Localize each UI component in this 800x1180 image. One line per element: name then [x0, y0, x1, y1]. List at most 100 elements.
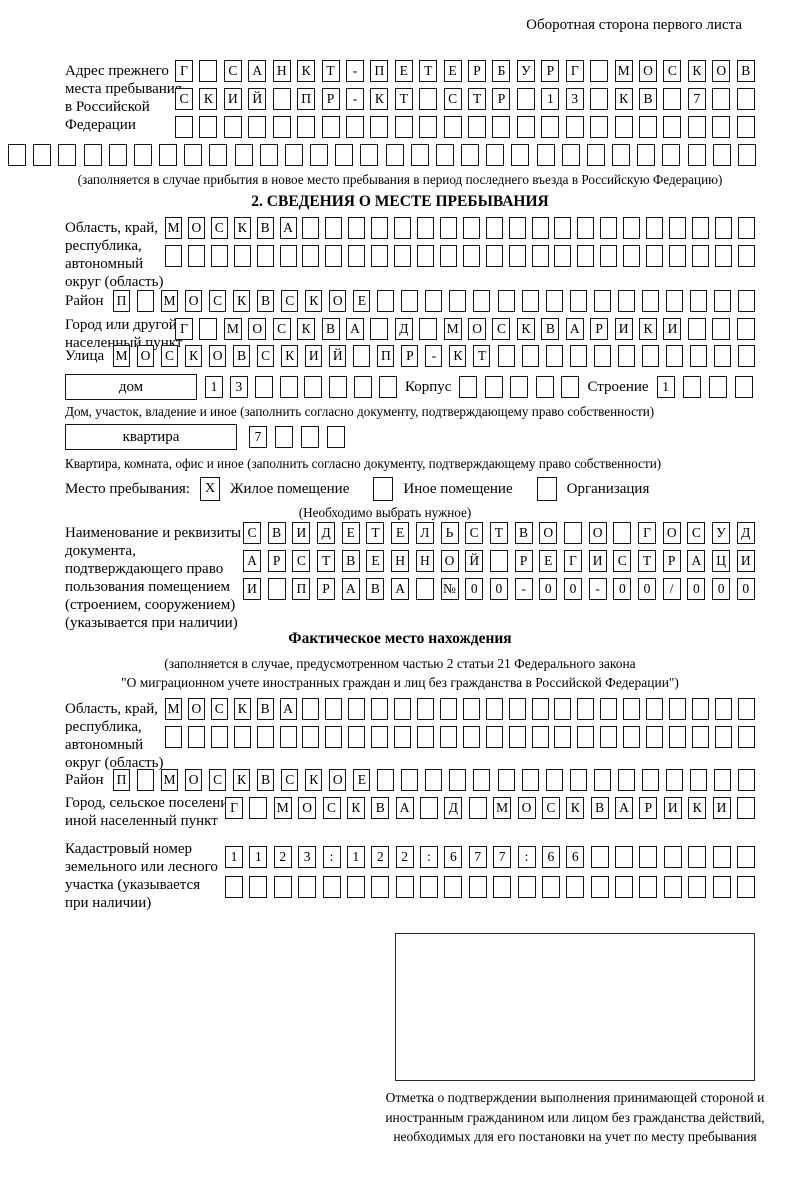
char-cell[interactable]: Н — [272, 60, 291, 82]
char-cell[interactable] — [377, 769, 395, 791]
char-cell[interactable] — [615, 846, 633, 868]
char-cell[interactable] — [273, 876, 292, 898]
char-cell[interactable] — [663, 846, 682, 868]
char-cell[interactable] — [159, 144, 178, 166]
char-cell[interactable]: С — [272, 318, 291, 340]
char-cell[interactable]: С — [465, 522, 484, 544]
char-cell[interactable] — [590, 116, 609, 138]
char-cell[interactable] — [736, 116, 755, 138]
char-cell[interactable] — [688, 876, 707, 898]
char-cell[interactable] — [665, 769, 683, 791]
char-cell[interactable] — [590, 846, 609, 868]
char-cell[interactable] — [521, 769, 539, 791]
char-cell[interactable]: 1 — [249, 846, 268, 868]
char-cell[interactable]: А — [615, 797, 633, 819]
checkbox-zhiloe[interactable]: X — [200, 477, 220, 501]
char-cell[interactable]: Н — [415, 550, 434, 572]
char-cell[interactable] — [468, 797, 487, 819]
char-cell[interactable] — [593, 769, 611, 791]
char-cell[interactable]: Р — [662, 550, 681, 572]
char-cell[interactable]: Р — [590, 318, 609, 340]
char-cell[interactable]: У — [712, 522, 731, 544]
checkbox-inoe[interactable] — [373, 477, 394, 501]
char-cell[interactable] — [639, 116, 658, 138]
char-cell[interactable]: : — [322, 846, 341, 868]
char-cell[interactable]: О — [185, 769, 203, 791]
char-cell[interactable] — [175, 116, 193, 138]
char-cell[interactable]: - — [514, 578, 533, 600]
char-cell[interactable] — [371, 726, 389, 748]
char-cell[interactable] — [394, 245, 412, 267]
char-cell[interactable]: 0 — [613, 578, 632, 600]
char-cell[interactable] — [545, 345, 563, 367]
char-cell[interactable] — [371, 217, 389, 239]
char-cell[interactable] — [377, 290, 395, 312]
char-cell[interactable]: 0 — [539, 578, 558, 600]
char-cell[interactable]: 1 — [225, 846, 243, 868]
char-cell[interactable] — [298, 876, 317, 898]
char-cell[interactable]: Р — [401, 345, 419, 367]
char-cell[interactable] — [249, 797, 268, 819]
char-cell[interactable] — [736, 88, 755, 110]
char-cell[interactable]: К — [305, 290, 323, 312]
char-cell[interactable] — [493, 876, 512, 898]
char-cell[interactable]: К — [199, 88, 218, 110]
char-cell[interactable] — [561, 376, 580, 398]
char-cell[interactable]: В — [371, 797, 390, 819]
char-cell[interactable]: А — [243, 550, 261, 572]
char-cell[interactable]: С — [210, 698, 228, 720]
char-cell[interactable]: Д — [394, 318, 413, 340]
char-cell[interactable] — [187, 726, 205, 748]
char-cell[interactable]: Е — [394, 60, 413, 82]
char-cell[interactable] — [279, 245, 297, 267]
char-cell[interactable]: О — [209, 345, 227, 367]
char-cell[interactable] — [394, 116, 413, 138]
char-cell[interactable]: Е — [353, 290, 371, 312]
char-cell[interactable]: М — [165, 698, 182, 720]
char-cell[interactable]: 2 — [371, 846, 390, 868]
char-cell[interactable]: И — [588, 550, 607, 572]
char-cell[interactable] — [508, 726, 526, 748]
char-cell[interactable] — [199, 116, 218, 138]
char-cell[interactable]: Т — [468, 88, 487, 110]
char-cell[interactable] — [234, 144, 253, 166]
char-cell[interactable] — [531, 698, 549, 720]
char-cell[interactable] — [449, 769, 467, 791]
char-cell[interactable] — [439, 726, 457, 748]
char-cell[interactable]: К — [687, 60, 706, 82]
char-cell[interactable] — [541, 876, 560, 898]
char-cell[interactable]: Е — [539, 550, 558, 572]
char-cell[interactable]: 7 — [493, 846, 512, 868]
char-cell[interactable] — [473, 769, 491, 791]
char-cell[interactable] — [485, 245, 503, 267]
char-cell[interactable] — [545, 769, 563, 791]
char-cell[interactable]: Л — [415, 522, 434, 544]
char-cell[interactable]: С — [209, 769, 227, 791]
char-cell[interactable] — [58, 144, 77, 166]
char-cell[interactable]: - — [425, 345, 443, 367]
char-cell[interactable] — [531, 217, 549, 239]
char-cell[interactable]: 0 — [563, 578, 582, 600]
char-cell[interactable]: / — [662, 578, 681, 600]
char-cell[interactable] — [108, 144, 127, 166]
char-cell[interactable] — [371, 698, 389, 720]
char-cell[interactable] — [516, 88, 535, 110]
char-cell[interactable]: В — [639, 88, 658, 110]
char-cell[interactable] — [689, 290, 707, 312]
char-cell[interactable]: М — [493, 797, 512, 819]
char-cell[interactable] — [394, 726, 412, 748]
char-cell[interactable] — [569, 345, 587, 367]
char-cell[interactable]: Й — [248, 88, 267, 110]
char-cell[interactable] — [325, 245, 343, 267]
char-cell[interactable]: О — [539, 522, 558, 544]
char-cell[interactable] — [531, 726, 549, 748]
char-cell[interactable] — [577, 245, 595, 267]
checkbox-organizaciya[interactable] — [536, 477, 557, 501]
char-cell[interactable]: Г — [175, 60, 193, 82]
char-cell[interactable]: 0 — [638, 578, 656, 600]
char-cell[interactable]: И — [663, 797, 682, 819]
char-cell[interactable]: К — [185, 345, 203, 367]
char-cell[interactable] — [209, 144, 228, 166]
char-cell[interactable]: М — [614, 60, 633, 82]
char-cell[interactable] — [590, 88, 609, 110]
